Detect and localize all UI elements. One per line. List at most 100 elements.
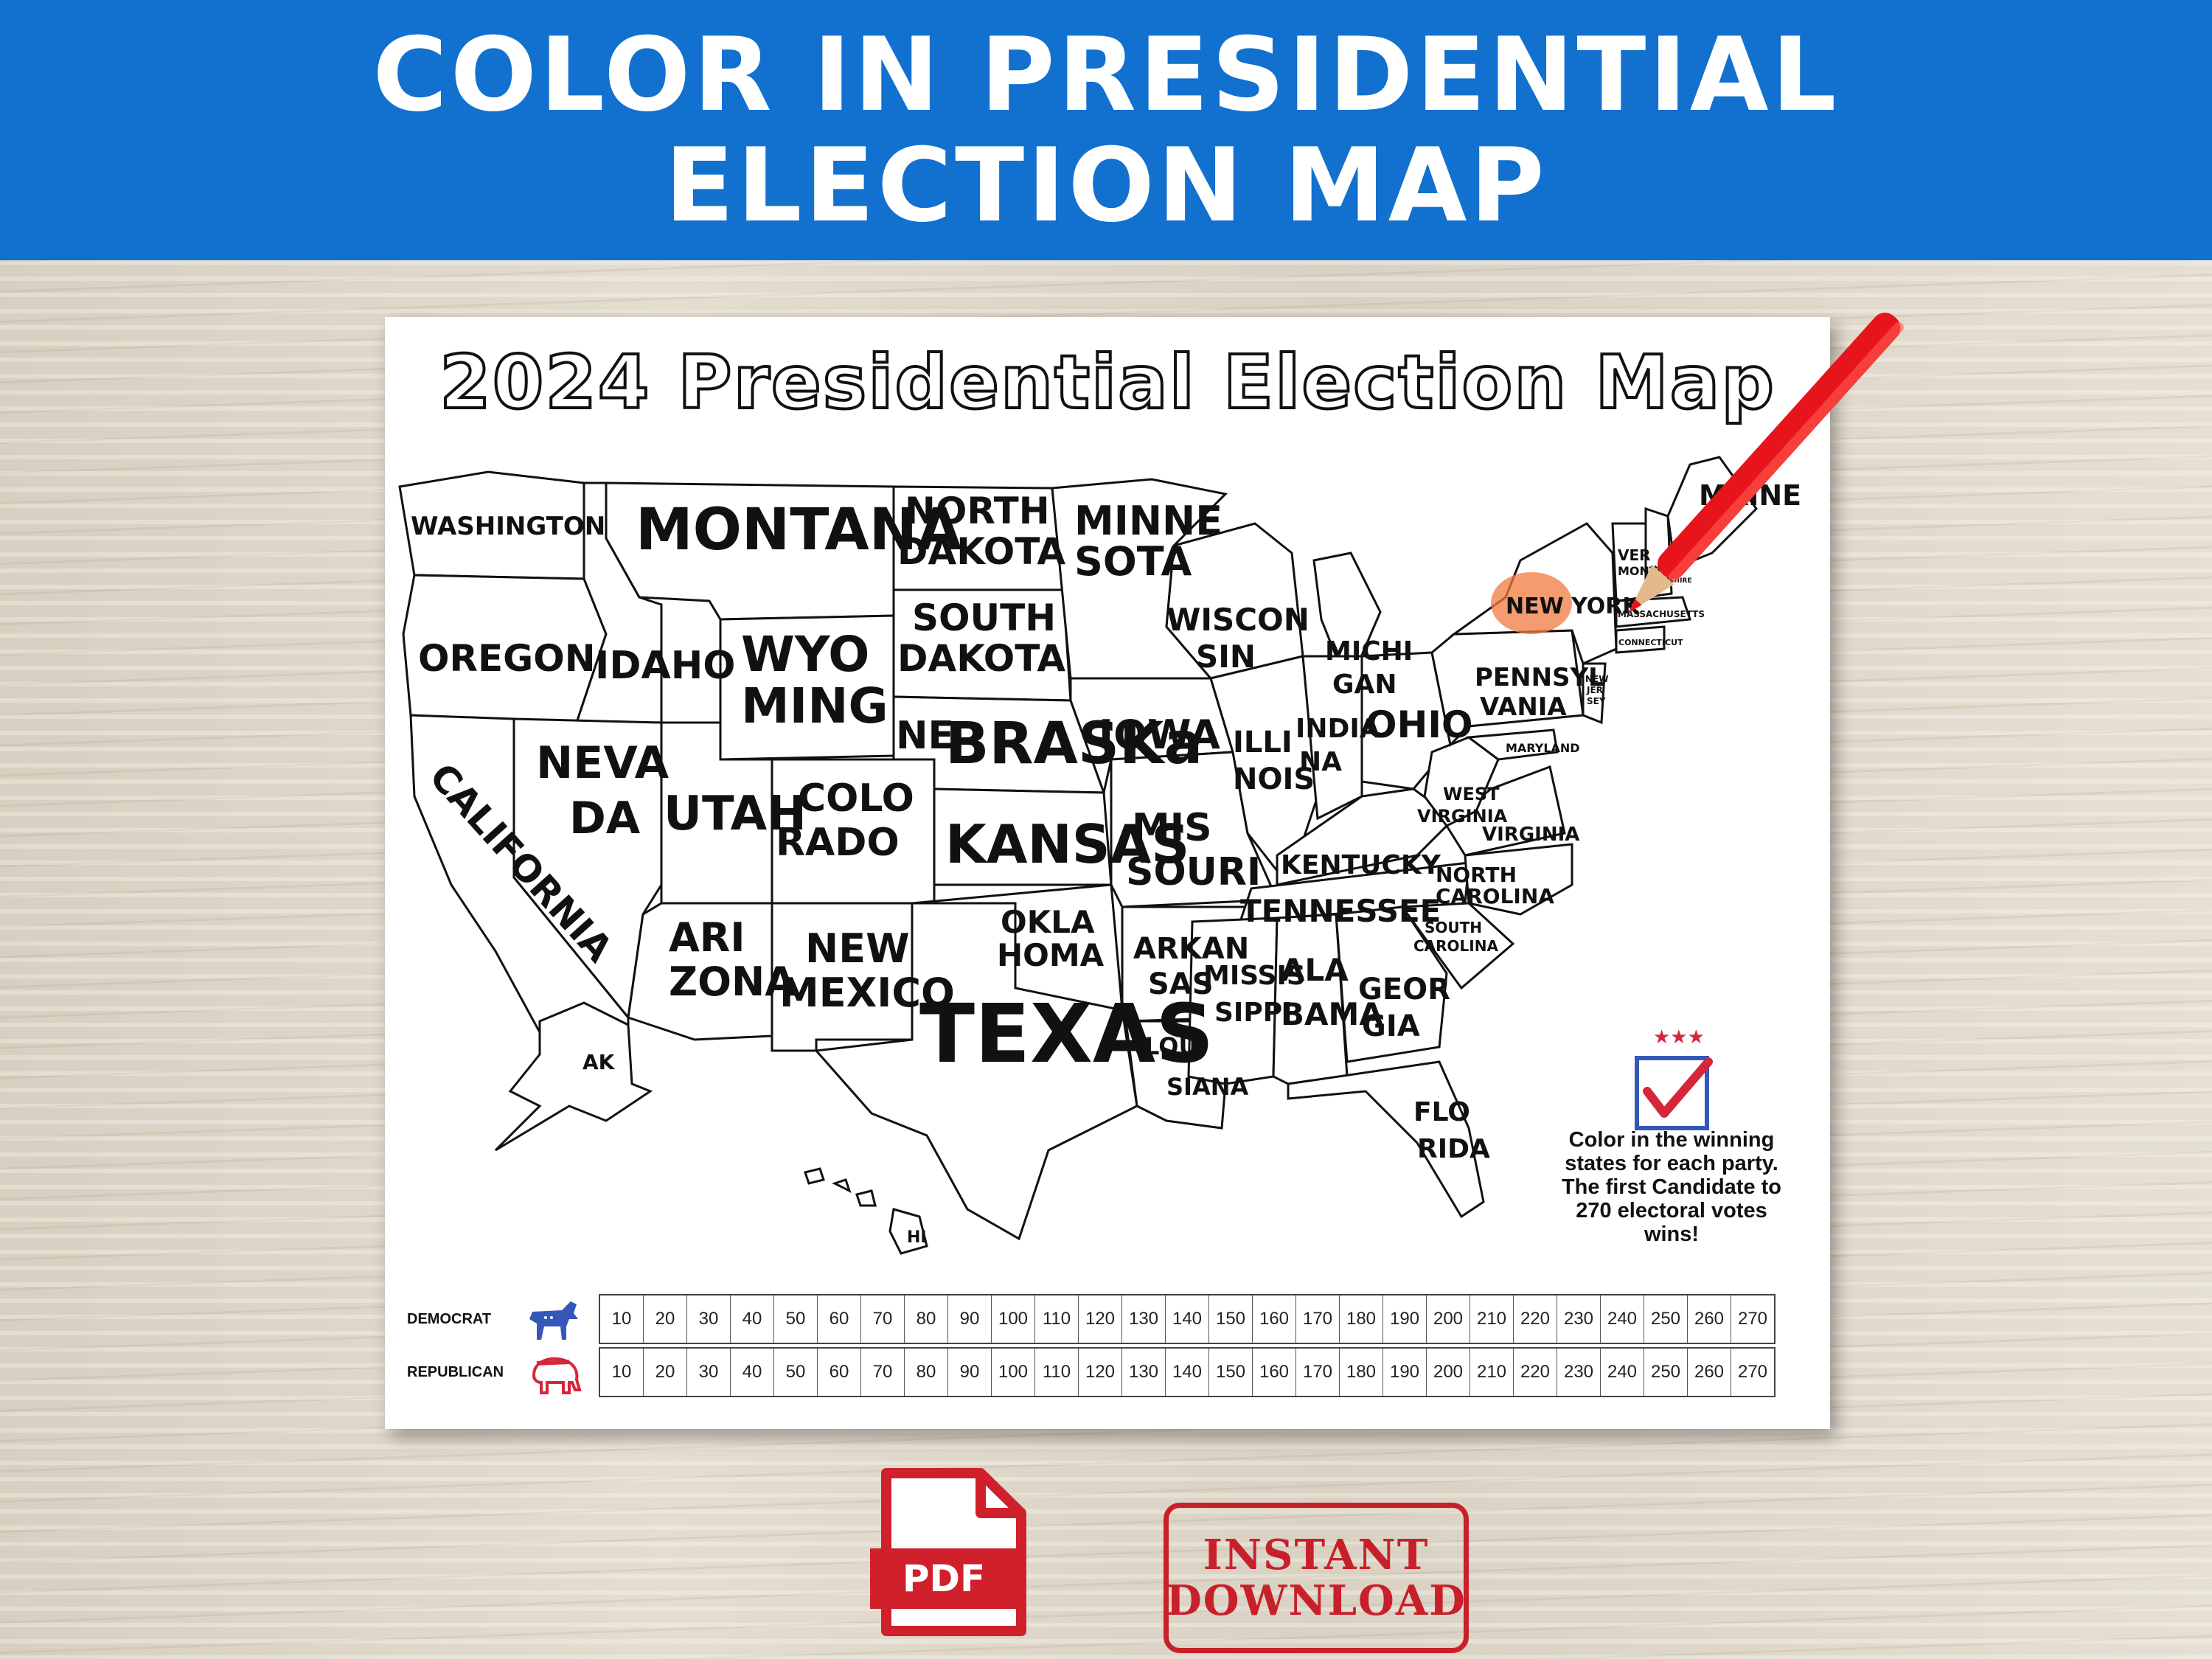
- vote-cell-30[interactable]: 30: [687, 1349, 731, 1396]
- label-minnesota-2: SOTA: [1074, 538, 1192, 585]
- vote-cell-60[interactable]: 60: [818, 1349, 861, 1396]
- vote-cell-60[interactable]: 60: [818, 1295, 861, 1343]
- democrat-cells: 10 20 30 40 50 60 70 80 90 100 110 120 130 140 150 160 1…: [599, 1294, 1775, 1344]
- vote-cell-160[interactable]: 160: [1253, 1295, 1296, 1343]
- label-mississippi-2: SIPPI: [1214, 998, 1293, 1028]
- vote-cell-150[interactable]: 150: [1209, 1295, 1253, 1343]
- vote-cell-20[interactable]: 20: [644, 1295, 687, 1343]
- label-nebraska-1: NE: [896, 714, 954, 758]
- vote-cell-10[interactable]: 10: [600, 1349, 644, 1396]
- label-kansas: KANSAS: [945, 813, 1189, 875]
- vote-cell-200[interactable]: 200: [1427, 1349, 1470, 1396]
- vote-cell-70[interactable]: 70: [861, 1349, 905, 1396]
- vote-cell-240[interactable]: 240: [1601, 1295, 1644, 1343]
- vote-cell-140[interactable]: 140: [1166, 1295, 1209, 1343]
- vote-cell-30[interactable]: 30: [687, 1295, 731, 1343]
- republican-label: REPUBLICAN: [407, 1363, 504, 1380]
- label-arizona-2: ZONA: [669, 959, 796, 1005]
- vote-cell-150[interactable]: 150: [1209, 1349, 1253, 1396]
- banner-title-line1: COLOR IN PRESIDENTIAL: [372, 15, 1840, 134]
- vote-cell-10[interactable]: 10: [600, 1295, 644, 1343]
- label-illinois-1: ILLI: [1233, 726, 1293, 759]
- vote-cell-130[interactable]: 130: [1122, 1349, 1166, 1396]
- vote-cell-80[interactable]: 80: [905, 1349, 948, 1396]
- vote-cell-170[interactable]: 170: [1296, 1295, 1340, 1343]
- state-georgia[interactable]: [1335, 905, 1448, 1063]
- vote-cell-220[interactable]: 220: [1514, 1349, 1557, 1396]
- state-maryland[interactable]: [1465, 728, 1559, 761]
- sheet-title: 2024 Presidential Election Map: [438, 338, 1775, 427]
- vote-cell-200[interactable]: 200: [1427, 1295, 1470, 1343]
- label-west-virginia-1: WEST: [1443, 784, 1500, 804]
- vote-cell-230[interactable]: 230: [1557, 1295, 1601, 1343]
- vote-cell-160[interactable]: 160: [1253, 1349, 1296, 1396]
- state-florida[interactable]: [1287, 1060, 1485, 1219]
- state-texas[interactable]: [813, 902, 1138, 1241]
- state-connecticut[interactable]: [1615, 625, 1666, 654]
- vote-cell-140[interactable]: 140: [1166, 1349, 1209, 1396]
- state-new-jersey[interactable]: [1582, 662, 1607, 725]
- pdf-label: PDF: [902, 1557, 985, 1600]
- state-north-carolina[interactable]: [1464, 843, 1573, 916]
- label-wisconsin-1: WISCON: [1166, 602, 1310, 638]
- label-florida-1: FLO: [1413, 1097, 1470, 1127]
- vote-cell-170[interactable]: 170: [1296, 1349, 1340, 1396]
- header-banner: COLOR IN PRESIDENTIAL ELECTION MAP: [0, 0, 2212, 260]
- vote-cell-90[interactable]: 90: [948, 1349, 992, 1396]
- vote-cell-70[interactable]: 70: [861, 1295, 905, 1343]
- state-hawaii[interactable]: [804, 1167, 928, 1255]
- label-maryland: MARYLAND: [1506, 741, 1580, 755]
- vote-cell-120[interactable]: 120: [1079, 1349, 1122, 1396]
- vote-cell-50[interactable]: 50: [774, 1295, 818, 1343]
- instant-download-stamp: INSTANT DOWNLOAD: [1164, 1503, 1469, 1653]
- vote-cell-40[interactable]: 40: [731, 1295, 774, 1343]
- vote-cell-90[interactable]: 90: [948, 1295, 992, 1343]
- state-alaska[interactable]: [494, 1001, 653, 1152]
- instructions-text: Color in the winning states for each par…: [1561, 1128, 1782, 1246]
- vote-cell-180[interactable]: 180: [1340, 1349, 1383, 1396]
- vote-cell-270[interactable]: 270: [1737, 1309, 1768, 1329]
- vote-cell-190[interactable]: 190: [1383, 1295, 1427, 1343]
- label-massachusetts: MASSACHUSETTS: [1618, 609, 1705, 619]
- label-michigan-1: MICHI: [1325, 636, 1413, 667]
- label-wisconsin-2: SIN: [1196, 639, 1256, 675]
- vote-cell-110[interactable]: 110: [1035, 1349, 1079, 1396]
- label-nebraska-2: BRASKa: [945, 711, 1203, 777]
- vote-cell-240[interactable]: 240: [1601, 1349, 1644, 1396]
- vote-cell-20[interactable]: 20: [644, 1349, 687, 1396]
- label-virginia: VIRGINIA: [1482, 824, 1579, 846]
- vote-cell-120[interactable]: 120: [1079, 1295, 1122, 1343]
- state-mississippi[interactable]: [1187, 917, 1279, 1085]
- vote-cell-100[interactable]: 100: [992, 1349, 1035, 1396]
- vote-cell-260[interactable]: 260: [1688, 1349, 1731, 1396]
- vote-cell-130[interactable]: 130: [1122, 1295, 1166, 1343]
- vote-cell-100[interactable]: 100: [992, 1295, 1035, 1343]
- vote-cell-80[interactable]: 80: [905, 1295, 948, 1343]
- vote-cell-180[interactable]: 180: [1340, 1295, 1383, 1343]
- label-north-dakota-1: NORTH: [905, 490, 1050, 532]
- label-nevada-1: NEVA: [536, 737, 669, 789]
- vote-cell-250[interactable]: 250: [1644, 1349, 1688, 1396]
- vote-cell-210[interactable]: 210: [1470, 1349, 1514, 1396]
- label-kentucky: KENTUCKY: [1281, 850, 1441, 880]
- vote-cell-110[interactable]: 110: [1035, 1295, 1079, 1343]
- vote-cell-210[interactable]: 210: [1470, 1295, 1514, 1343]
- vote-cell-270[interactable]: 270: [1737, 1362, 1768, 1382]
- vote-cell-230[interactable]: 230: [1557, 1349, 1601, 1396]
- vote-cell-250[interactable]: 250: [1644, 1295, 1688, 1343]
- label-missouri-2: SOURI: [1126, 850, 1261, 894]
- label-pennsylvania-2: VANIA: [1480, 692, 1567, 722]
- republican-cells: 10 20 30 40 50 60 70 80 90 100 110 120 130 140 150 160 1…: [599, 1347, 1775, 1397]
- vote-cell-40[interactable]: 40: [731, 1349, 774, 1396]
- label-arkansas-1: ARKAN: [1133, 932, 1249, 966]
- vote-cell-220[interactable]: 220: [1514, 1295, 1557, 1343]
- vote-cell-190[interactable]: 190: [1383, 1349, 1427, 1396]
- vote-cell-260[interactable]: 260: [1688, 1295, 1731, 1343]
- state-south-carolina[interactable]: [1400, 902, 1515, 990]
- label-minnesota-1: MINNE: [1074, 498, 1222, 544]
- vote-cell-50[interactable]: 50: [774, 1349, 818, 1396]
- label-washington: WASHINGTON: [411, 512, 605, 541]
- label-alabama-2: BAMA: [1281, 996, 1383, 1032]
- label-new-mexico-1: NEW: [805, 925, 910, 972]
- elephant-icon: [532, 1357, 582, 1394]
